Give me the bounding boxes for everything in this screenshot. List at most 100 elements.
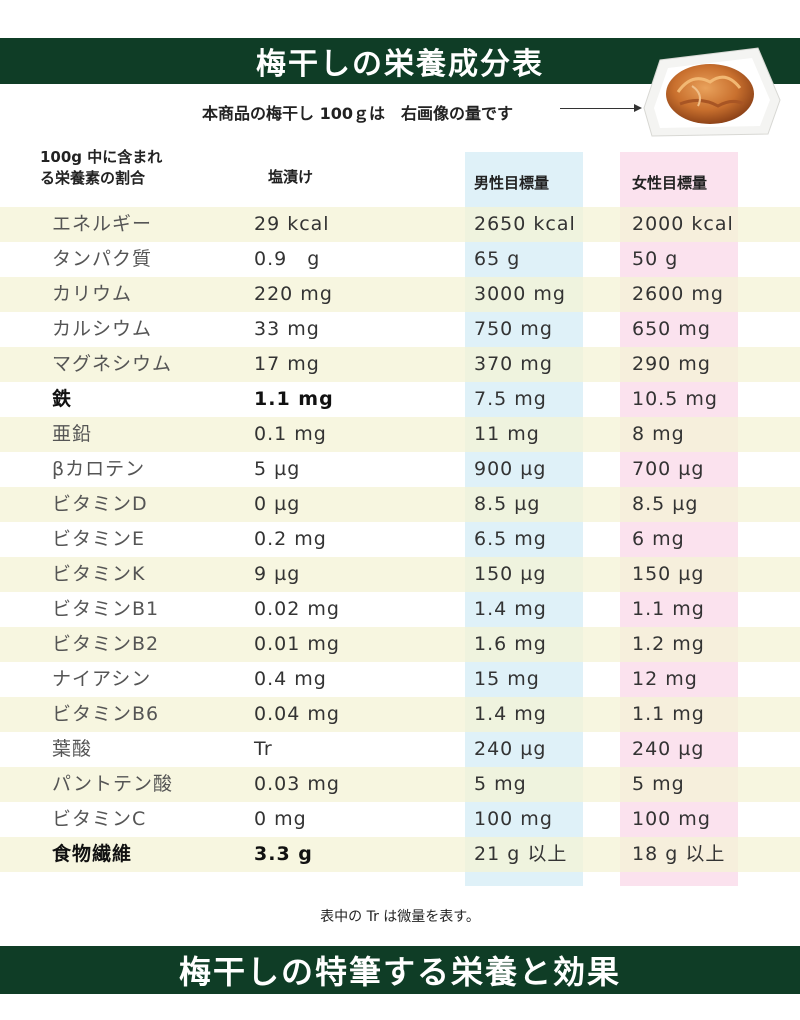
- nutrient-name: ビタミンD: [52, 493, 148, 515]
- salted-value: 0.4 mg: [254, 668, 327, 690]
- women-value: 290 mg: [632, 353, 711, 375]
- men-value: 240 µg: [474, 738, 547, 760]
- women-value: 18 g 以上: [632, 843, 726, 865]
- men-value: 11 mg: [474, 423, 540, 445]
- salted-value: 0.01 mg: [254, 633, 340, 655]
- nutrient-name: ビタミンC: [52, 808, 147, 830]
- nutrient-name: エネルギー: [52, 213, 153, 235]
- nutrient-name: 食物繊維: [52, 843, 133, 865]
- salted-value: 0.1 mg: [254, 423, 327, 445]
- table-row: パントテン酸 0.03 mg 5 mg 5 mg: [0, 767, 800, 802]
- men-value: 900 µg: [474, 458, 547, 480]
- table-row: ビタミンD 0 µg 8.5 µg 8.5 µg: [0, 487, 800, 522]
- nutrient-name: ビタミンB2: [52, 633, 160, 655]
- men-value: 1.4 mg: [474, 703, 547, 725]
- nutrient-name: ビタミンE: [52, 528, 146, 550]
- men-value: 65 g: [474, 248, 521, 270]
- men-value: 8.5 µg: [474, 493, 541, 515]
- women-value: 150 µg: [632, 563, 705, 585]
- men-value: 5 mg: [474, 773, 527, 795]
- women-value: 100 mg: [632, 808, 711, 830]
- salted-value: 0 mg: [254, 808, 307, 830]
- men-value: 6.5 mg: [474, 528, 547, 550]
- women-value: 650 mg: [632, 318, 711, 340]
- women-value: 2000 kcal: [632, 213, 734, 235]
- table-row: 亜鉛 0.1 mg 11 mg 8 mg: [0, 417, 800, 452]
- header-salted: 塩漬け: [268, 168, 314, 186]
- salted-value: 220 mg: [254, 283, 333, 305]
- table-row: 食物繊維 3.3 g 21 g 以上 18 g 以上: [0, 837, 800, 872]
- women-value: 2600 mg: [632, 283, 724, 305]
- men-value: 2650 kcal: [474, 213, 576, 235]
- women-value: 50 g: [632, 248, 679, 270]
- nutrient-name: βカロテン: [52, 458, 146, 480]
- nutrient-name: タンパク質: [52, 248, 153, 270]
- table-row: ビタミンC 0 mg 100 mg 100 mg: [0, 802, 800, 837]
- women-value: 10.5 mg: [632, 388, 718, 410]
- table-row: 葉酸 Tr 240 µg 240 µg: [0, 732, 800, 767]
- table-row: エネルギー 29 kcal 2650 kcal 2000 kcal: [0, 207, 800, 242]
- salted-value: 0.02 mg: [254, 598, 340, 620]
- women-value: 1.1 mg: [632, 598, 705, 620]
- header-ratio-line1: 100g 中に含まれ: [40, 148, 163, 166]
- table-row: ビタミンB1 0.02 mg 1.4 mg 1.1 mg: [0, 592, 800, 627]
- men-value: 1.6 mg: [474, 633, 547, 655]
- table-row: カルシウム 33 mg 750 mg 650 mg: [0, 312, 800, 347]
- salted-value: Tr: [254, 738, 273, 760]
- men-value: 7.5 mg: [474, 388, 547, 410]
- table-row: 鉄 1.1 mg 7.5 mg 10.5 mg: [0, 382, 800, 417]
- section-title: 梅干しの特筆する栄養と効果: [0, 946, 800, 994]
- table-row: カリウム 220 mg 3000 mg 2600 mg: [0, 277, 800, 312]
- nutrient-name: ビタミンB1: [52, 598, 160, 620]
- salted-value: 0.2 mg: [254, 528, 327, 550]
- arrow-right-icon: [560, 104, 642, 112]
- header-ratio-line2: る栄養素の割合: [40, 169, 146, 187]
- women-value: 1.2 mg: [632, 633, 705, 655]
- women-value: 5 mg: [632, 773, 685, 795]
- footnote: 表中の Tr は微量を表す。: [320, 909, 480, 925]
- nutrient-name: カリウム: [52, 283, 133, 305]
- women-value: 12 mg: [632, 668, 698, 690]
- table-row: ビタミンB6 0.04 mg 1.4 mg 1.1 mg: [0, 697, 800, 732]
- nutrient-name: カルシウム: [52, 318, 153, 340]
- table-row: ビタミンK 9 µg 150 µg 150 µg: [0, 557, 800, 592]
- nutrient-name: ナイアシン: [52, 668, 152, 690]
- nutrient-name: 亜鉛: [52, 423, 93, 445]
- men-value: 15 mg: [474, 668, 540, 690]
- women-value: 8.5 µg: [632, 493, 699, 515]
- men-value: 3000 mg: [474, 283, 566, 305]
- nutrient-name: マグネシウム: [52, 353, 173, 375]
- table-row: マグネシウム 17 mg 370 mg 290 mg: [0, 347, 800, 382]
- salted-value: 29 kcal: [254, 213, 330, 235]
- salted-value: 9 µg: [254, 563, 301, 585]
- table-row: ビタミンE 0.2 mg 6.5 mg 6 mg: [0, 522, 800, 557]
- salted-value: 5 µg: [254, 458, 301, 480]
- salted-value: 1.1 mg: [254, 388, 334, 410]
- header-men-target: 男性目標量: [474, 174, 550, 192]
- header-women-target: 女性目標量: [632, 174, 708, 192]
- women-value: 240 µg: [632, 738, 705, 760]
- nutrient-name: ビタミンK: [52, 563, 146, 585]
- salted-value: 33 mg: [254, 318, 320, 340]
- women-value: 8 mg: [632, 423, 685, 445]
- women-value: 6 mg: [632, 528, 685, 550]
- nutrient-name: 葉酸: [52, 738, 93, 760]
- nutrient-name: パントテン酸: [52, 773, 173, 795]
- salted-value: 0.03 mg: [254, 773, 340, 795]
- women-value: 1.1 mg: [632, 703, 705, 725]
- table-row: ナイアシン 0.4 mg 15 mg 12 mg: [0, 662, 800, 697]
- nutrient-name: ビタミンB6: [52, 703, 160, 725]
- men-value: 1.4 mg: [474, 598, 547, 620]
- men-value: 100 mg: [474, 808, 553, 830]
- salted-value: 3.3 g: [254, 843, 313, 865]
- salted-value: 0 µg: [254, 493, 301, 515]
- umeboshi-image: [643, 47, 781, 137]
- men-value: 750 mg: [474, 318, 553, 340]
- men-value: 370 mg: [474, 353, 553, 375]
- men-value: 21 g 以上: [474, 843, 568, 865]
- table-row: タンパク質 0.9 g 65 g 50 g: [0, 242, 800, 277]
- table-row: ビタミンB2 0.01 mg 1.6 mg 1.2 mg: [0, 627, 800, 662]
- women-value: 700 µg: [632, 458, 705, 480]
- salted-value: 0.9 g: [254, 248, 321, 270]
- men-value: 150 µg: [474, 563, 547, 585]
